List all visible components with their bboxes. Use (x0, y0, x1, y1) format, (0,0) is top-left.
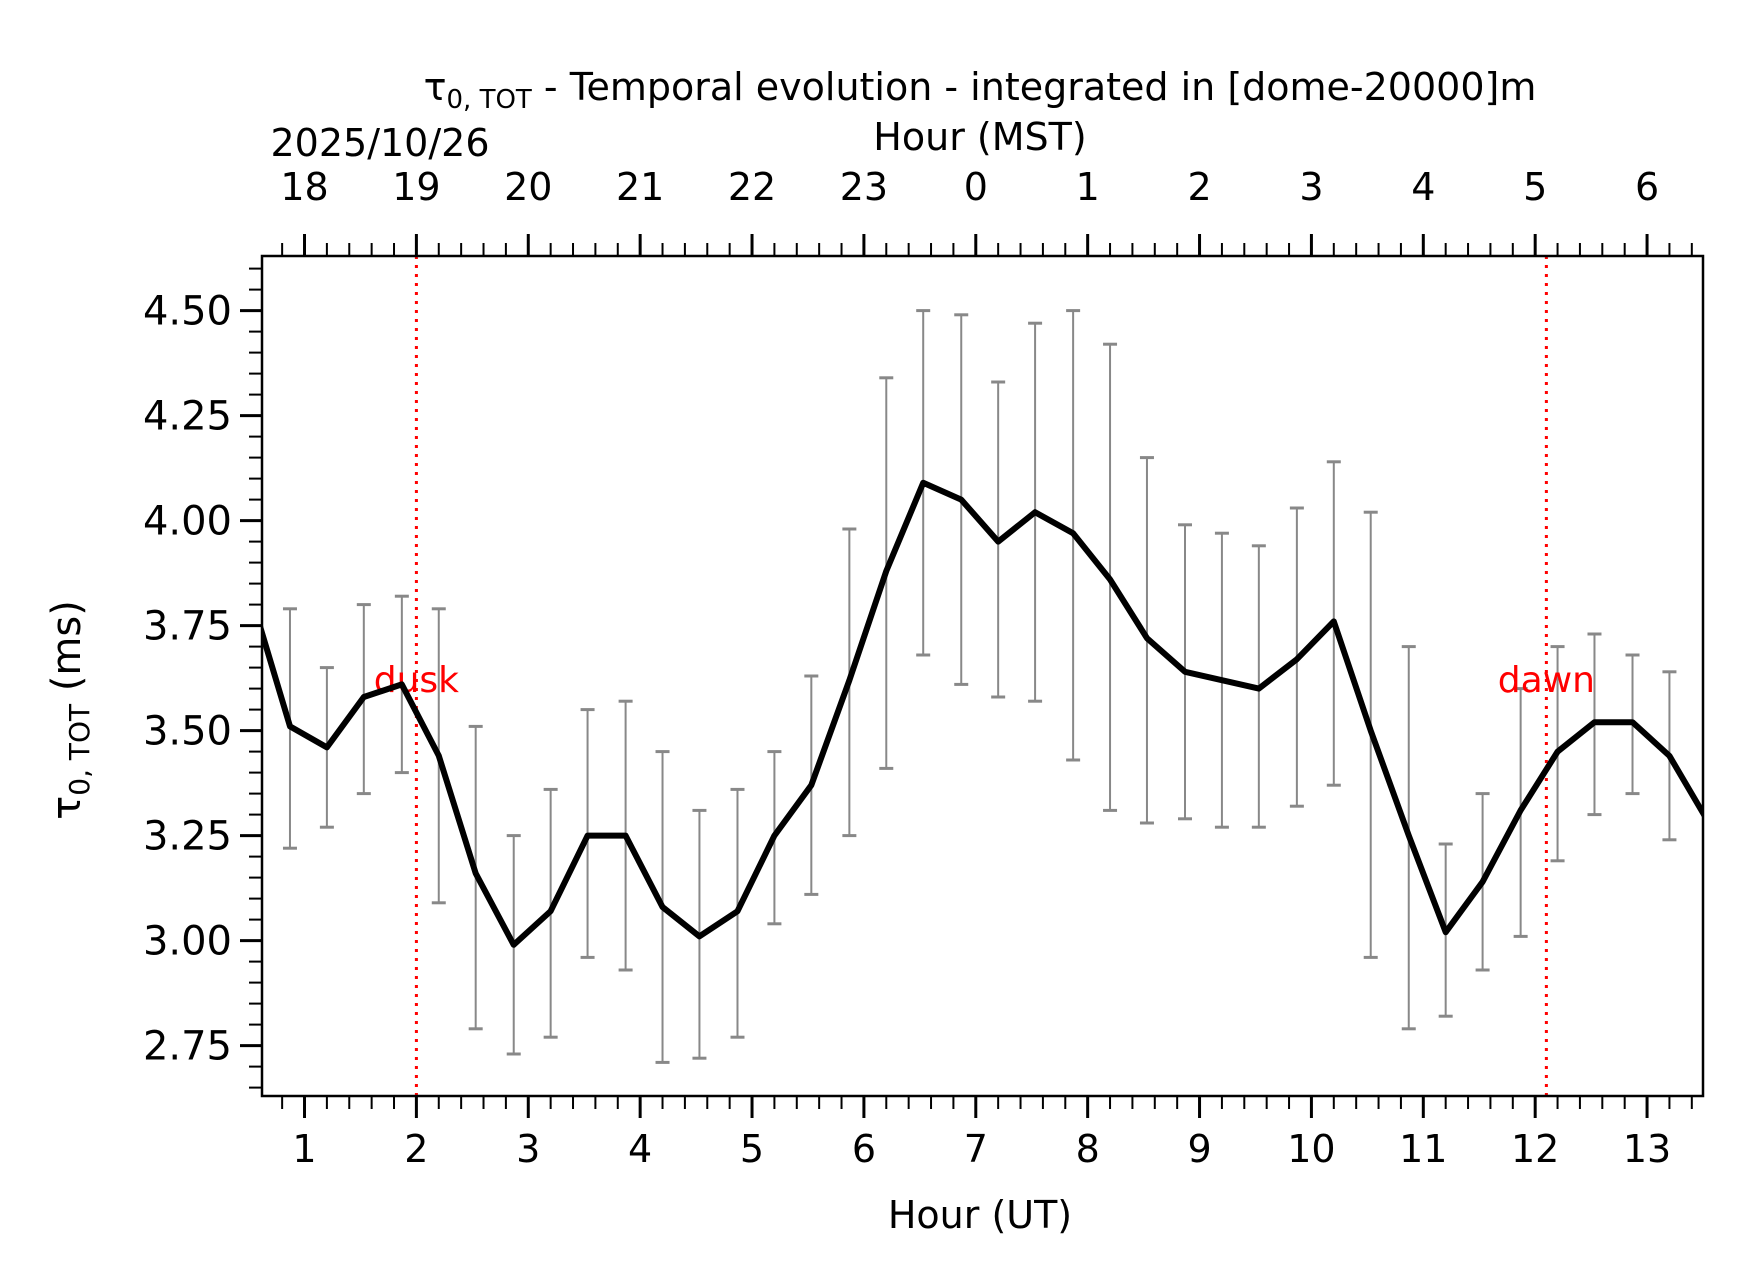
x-tick-label: 11 (1399, 1127, 1447, 1171)
top-axis-label: Hour (MST) (873, 115, 1086, 159)
y-axis-label: τ0, TOT (ms) (44, 600, 96, 820)
errorbar-group-0 (282, 309, 1677, 1064)
x-tick-label: 12 (1511, 1127, 1559, 1171)
y-tick-label: 4.25 (143, 394, 232, 440)
title-rest: - Temporal evolution - integrated in [do… (532, 65, 1537, 109)
x-tick-label: 1 (292, 1127, 316, 1171)
x-tick-label: 13 (1623, 1127, 1671, 1171)
y-tick-label: 2.75 (143, 1024, 232, 1070)
top-tick-label: 18 (280, 165, 328, 209)
top-tick-label: 23 (840, 165, 888, 209)
y-tick-label: 3.00 (143, 919, 232, 965)
series-line-0 (262, 479, 1703, 948)
top-tick-label: 19 (392, 165, 440, 209)
y-tick-label: 4.00 (143, 499, 232, 545)
x-tick-label: 7 (964, 1127, 988, 1171)
x-tick-label: 9 (1187, 1127, 1211, 1171)
plot-frame (260, 254, 1705, 1098)
top-tick-label: 21 (616, 165, 664, 209)
x-tick-label: 6 (852, 1127, 876, 1171)
top-tick-label: 5 (1523, 165, 1547, 209)
top-tick-label: 2 (1187, 165, 1211, 209)
top-tick-label: 3 (1299, 165, 1323, 209)
x-tick-label: 3 (516, 1127, 540, 1171)
chart-title-text: τ0, TOT - Temporal evolution - integrate… (424, 65, 1537, 115)
y-tick-label: 3.75 (143, 604, 232, 650)
x-tick-label: 10 (1287, 1127, 1335, 1171)
title-tau-subscript: 0, TOT (447, 85, 532, 115)
top-tick-label: 20 (504, 165, 552, 209)
date-label: 2025/10/26 (270, 121, 489, 165)
top-tick-label: 0 (964, 165, 988, 209)
x-axis-label: Hour (UT) (888, 1193, 1072, 1237)
x-tick-label: 8 (1076, 1127, 1100, 1171)
x-tick-label: 2 (404, 1127, 428, 1171)
dawn-label: dawn (1498, 660, 1595, 701)
top-tick-label: 1 (1076, 165, 1100, 209)
y-tick-label: 3.50 (143, 709, 232, 755)
y-tick-label: 3.25 (143, 814, 232, 860)
top-tick-label: 22 (728, 165, 776, 209)
ylabel-rest: (ms) (44, 600, 90, 704)
ylabel-tau: τ (44, 796, 90, 820)
x-tick-label: 4 (628, 1127, 652, 1171)
chart-title: τ0, TOT - Temporal evolution - integrate… (424, 65, 1537, 115)
top-tick-label: 6 (1635, 165, 1659, 209)
y-tick-label: 4.50 (143, 289, 232, 335)
ylabel-tau-subscript: 0, TOT (63, 703, 96, 796)
top-tick-label: 4 (1411, 165, 1435, 209)
dusk-label: dusk (374, 660, 459, 701)
title-tau: τ (424, 65, 447, 109)
x-tick-label: 5 (740, 1127, 764, 1171)
